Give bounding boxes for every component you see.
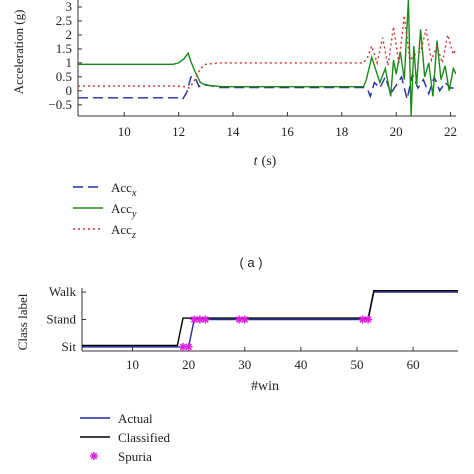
series-acc-y: [78, 0, 456, 116]
spuria-marker-stroke: [90, 452, 98, 460]
spuria-marker: [184, 342, 193, 351]
y-tick-label: 0: [66, 83, 73, 98]
class-label-y-axis-label: Class label: [15, 293, 30, 350]
acceleration-y-axis-label: Acceleration (g): [11, 10, 26, 95]
legend-label-spuria: Spuria: [118, 449, 152, 464]
acceleration-chart: −0.500.511.522.53 10 12 14 16 18 20 22 Accelera…: [11, 0, 457, 270]
x-tick-label: 22: [444, 124, 457, 139]
spuria-marker: [364, 315, 373, 324]
x-tick-label: 12: [172, 124, 185, 139]
spuria-marker: [240, 315, 249, 324]
x-tick-label: 18: [335, 124, 348, 139]
spuria-marker-stroke: [202, 316, 209, 323]
x-tick-label: 40: [294, 357, 307, 372]
legend-label-name: Acc: [111, 222, 132, 237]
legend-label-subscript: x: [131, 188, 137, 199]
spuria-marker-stroke: [185, 343, 192, 351]
spuria-marker: [190, 315, 199, 324]
class-label-legend: Actual Classified Spuria: [80, 411, 170, 464]
y-tick-label: 1: [66, 55, 73, 70]
spuria-marker-stroke: [235, 316, 243, 323]
legend-label-subscript: y: [131, 209, 137, 220]
x-tick-label: 10: [126, 357, 139, 372]
spuria-marker-stroke: [241, 316, 249, 323]
x-tick-label: 16: [281, 124, 295, 139]
spuria-marker-stroke: [179, 343, 187, 351]
legend-label-subscript: z: [131, 230, 136, 241]
x-axis-label-variable: t: [254, 154, 259, 169]
spuria-marker-stroke: [190, 316, 198, 323]
acceleration-x-axis-label: t (s): [254, 154, 277, 169]
spuria-marker-stroke: [364, 316, 372, 323]
y-tick-label: 2: [66, 27, 73, 42]
legend-label-name: Acc: [111, 201, 132, 216]
y-tick-label: 3: [66, 0, 73, 14]
panel-label-a: ( a ): [239, 255, 262, 270]
spuria-marker: [358, 315, 367, 324]
x-tick-label: 60: [407, 357, 420, 372]
y-tick-label: 0.5: [56, 69, 72, 84]
y-tick-label: 1.5: [56, 41, 72, 56]
class-label-x-axis-label: #win: [251, 379, 279, 394]
class-label-chart: Sit Stand Walk 10 20 30 40 50 60 Class label #wi…: [15, 284, 458, 464]
legend-label-classified: Classified: [118, 430, 170, 445]
class-label-axes: Sit Stand Walk 10 20 30 40 50 60: [46, 284, 458, 372]
x-axis-label-unit: (s): [262, 154, 277, 169]
y-tick-label: Walk: [49, 284, 77, 299]
x-tick-label: 50: [350, 357, 363, 372]
y-tick-label: Stand: [46, 312, 76, 327]
x-tick-label: 20: [390, 124, 403, 139]
y-tick-label: Sit: [62, 339, 77, 354]
spuria-marker-stroke: [196, 316, 204, 323]
x-tick-label: 30: [238, 357, 251, 372]
legend-label-acc-z: Accz: [111, 222, 136, 241]
spuria-marker-stroke: [359, 316, 366, 323]
class-label-series: [82, 290, 458, 351]
spuria-marker: [201, 315, 210, 324]
legend-label-acc-y: Accy: [111, 201, 137, 220]
series-acc-z: [78, 15, 456, 89]
legend-label-actual: Actual: [118, 411, 153, 426]
x-tick-label: 14: [227, 124, 241, 139]
x-tick-label: 20: [182, 357, 195, 372]
acceleration-series: [78, 0, 456, 116]
legend-label-name: Acc: [111, 180, 132, 195]
y-tick-label: −0.5: [48, 97, 72, 112]
spuria-marker: [90, 452, 98, 460]
legend-label-acc-x: Accx: [111, 180, 137, 199]
series-acc-x: [78, 71, 456, 101]
series-classified: [82, 290, 458, 347]
spuria-marker: [235, 315, 244, 324]
acceleration-axes: −0.500.511.522.53 10 12 14 16 18 20 22: [48, 0, 457, 139]
series-actual: [82, 291, 458, 348]
x-tick-label: 10: [118, 124, 131, 139]
y-tick-label: 2.5: [56, 13, 72, 28]
